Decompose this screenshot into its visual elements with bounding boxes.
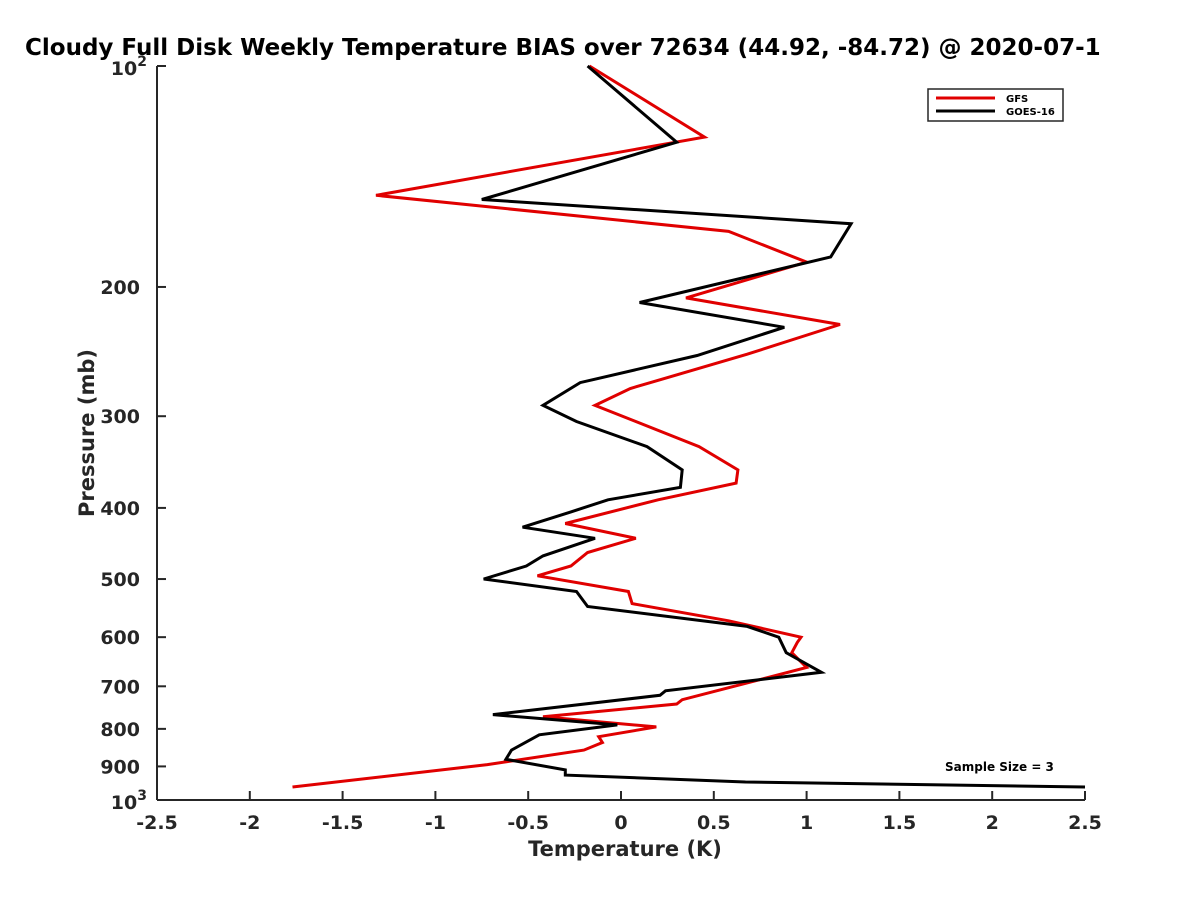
x-tick-label: -1 — [425, 812, 446, 834]
y-tick-label: 200 — [100, 277, 140, 299]
legend: GFS GOES-16 — [927, 88, 1064, 122]
y-tick-label: 400 — [100, 498, 140, 520]
chart-title: Cloudy Full Disk Weekly Temperature BIAS… — [25, 35, 1101, 61]
plot-area — [157, 66, 1085, 800]
x-tick-label: 0 — [614, 812, 627, 834]
series-layer — [292, 64, 1086, 789]
x-tick-label: -2 — [239, 812, 260, 834]
x-tick-label: 2 — [986, 812, 999, 834]
series-line-gfs — [292, 64, 841, 789]
x-tick-label: -0.5 — [507, 812, 549, 834]
x-tick-label: 1 — [800, 812, 813, 834]
y-tick-label: 102 — [111, 54, 147, 80]
y-tick-label: 103 — [111, 788, 147, 814]
legend-label: GFS — [1006, 94, 1028, 105]
x-tick-label: -1.5 — [322, 812, 364, 834]
series-line-goes-16 — [481, 64, 1086, 789]
x-tick-label: 0.5 — [697, 812, 731, 834]
sample-size-annotation: Sample Size = 3 — [945, 760, 1054, 774]
y-tick-label: 500 — [100, 569, 140, 591]
x-tick-label: 1.5 — [883, 812, 917, 834]
y-tick-label: 800 — [100, 719, 140, 741]
x-axis-label: Temperature (K) — [528, 837, 722, 861]
y-tick-label: 900 — [100, 756, 140, 778]
ticks-layer: -2.5 -2 -1.5 -1 -0.5 0 0.5 1 1.5 2 2.5 102 200 300 400… — [100, 54, 1102, 834]
x-tick-label: -2.5 — [136, 812, 178, 834]
y-axis-label: Pressure (mb) — [75, 349, 99, 517]
x-tick-label: 2.5 — [1068, 812, 1102, 834]
y-tick-label: 700 — [100, 676, 140, 698]
legend-label: GOES-16 — [1006, 107, 1055, 118]
legend-box — [927, 88, 1064, 122]
y-tick-label: 600 — [100, 627, 140, 649]
y-tick-label: 300 — [100, 406, 140, 428]
